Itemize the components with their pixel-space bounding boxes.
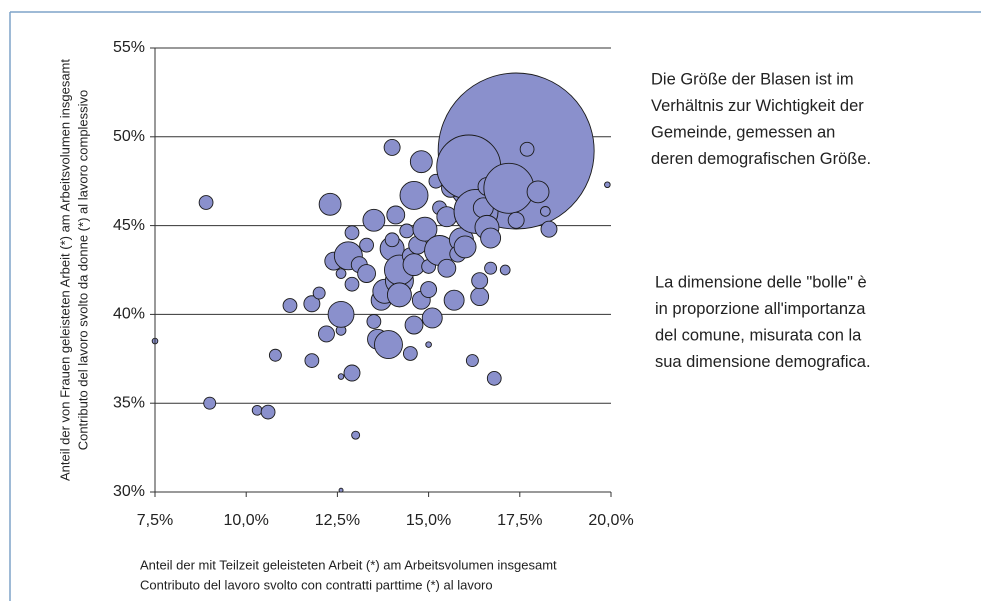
bubble [539, 206, 551, 217]
bubble [335, 268, 347, 279]
bubble [453, 235, 477, 259]
bubble [374, 330, 403, 360]
annotation: La dimensione delle "bolle" è [655, 273, 867, 291]
annotation: Verhältnis zur Wichtigkeit der [651, 97, 864, 115]
x-tick-label: 15,0% [406, 512, 451, 529]
bubble [386, 282, 412, 308]
bubble [203, 396, 217, 410]
y-axis-label: Anteil der von Frauen geleisteten Arbeit… [57, 59, 72, 481]
bubble [540, 220, 558, 238]
y-tick-label: 45% [113, 217, 145, 234]
x-tick-label: 17,5% [497, 512, 542, 529]
bubble [465, 354, 479, 368]
bubble [480, 227, 502, 249]
bubble [486, 370, 502, 386]
y-axis-label: Contributo del lavoro svolto da donne (*… [75, 90, 90, 451]
bubble [409, 150, 433, 174]
y-tick-label: 35% [113, 394, 145, 411]
bubble [519, 141, 535, 157]
bubble [327, 300, 355, 328]
bubble [404, 315, 424, 335]
bubble [351, 430, 361, 440]
y-tick-label: 30% [113, 483, 145, 500]
bubble [359, 237, 374, 253]
bubble [499, 264, 511, 276]
bubble [344, 276, 360, 292]
y-tick-label: 40% [113, 306, 145, 323]
bubble [198, 195, 214, 210]
bubble [303, 295, 321, 313]
bubble [507, 211, 525, 229]
bubble [343, 364, 361, 382]
axes: 30% 35% 40% 45% 50% 55% 7,5% 10,0% 12,5% 15,0% 17,… [113, 39, 634, 529]
bubble [260, 404, 276, 420]
bubble [437, 258, 457, 278]
annotation: Die Größe der Blasen ist im [651, 70, 854, 88]
bubble [526, 180, 550, 204]
bubble [251, 404, 263, 416]
bubble [268, 348, 282, 362]
x-tick-label: 10,0% [224, 512, 269, 529]
bubble [318, 192, 342, 216]
bubble [402, 346, 418, 361]
bubble [318, 325, 335, 343]
annotation: del comune, misurata con la [655, 326, 862, 344]
bubble [344, 225, 360, 241]
bubble [312, 286, 326, 300]
x-tick-label: 12,5% [315, 512, 360, 529]
bubble [420, 281, 438, 298]
x-tick-label: 20,0% [588, 512, 633, 529]
bubble [425, 341, 432, 348]
bubble [399, 223, 415, 239]
bubble [337, 373, 345, 380]
bubble [484, 261, 498, 275]
bubble [357, 264, 376, 283]
annotation: deren demografischen Größe. [651, 150, 871, 168]
bubble [304, 353, 320, 368]
bubble [470, 287, 490, 307]
bubble [399, 180, 429, 210]
bubble [421, 307, 443, 329]
bubble [412, 216, 438, 242]
bubble [384, 232, 400, 248]
annotation: Gemeinde, gemessen an [651, 123, 835, 141]
y-tick-label: 55% [113, 39, 145, 56]
x-axis-label: Contributo del lavoro svolto con contrat… [140, 577, 493, 592]
bubbles [151, 72, 611, 493]
bubble [471, 272, 489, 290]
annotation: in proporzione all'importanza [655, 300, 866, 318]
bubble [386, 205, 406, 225]
y-tick-label: 50% [113, 128, 145, 145]
bubble [383, 139, 401, 156]
bubble [366, 314, 382, 329]
x-tick-label: 7,5% [137, 512, 173, 529]
annotation: sua dimensione demografica. [655, 353, 871, 371]
bubble [483, 162, 535, 214]
x-axis-label: Anteil der mit Teilzeit geleisteten Arbe… [140, 557, 557, 572]
bubble [282, 298, 298, 313]
bubble [604, 181, 611, 189]
bubble [443, 289, 465, 311]
bubble [362, 208, 386, 232]
